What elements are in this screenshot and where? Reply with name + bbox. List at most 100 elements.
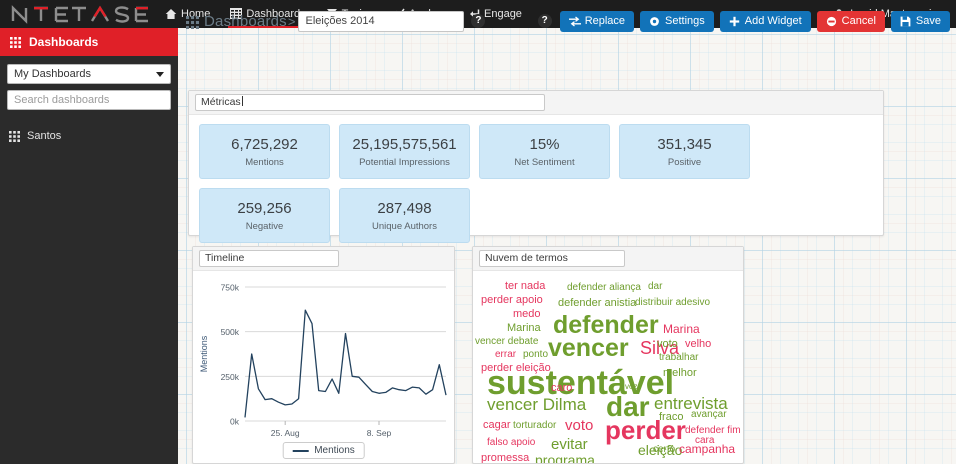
wordcloud-term[interactable]: voto xyxy=(565,417,594,434)
metric-value: 15% xyxy=(529,136,560,153)
wordcloud-term[interactable]: eleição xyxy=(638,442,683,458)
help-icon[interactable]: ? xyxy=(471,14,486,28)
plus-icon xyxy=(729,16,740,27)
wordcloud-term[interactable]: caro xyxy=(551,382,573,394)
svg-text:Mentions: Mentions xyxy=(199,335,209,372)
wordcloud-term[interactable]: dar xyxy=(648,281,663,292)
wordcloud-term[interactable]: avançar xyxy=(691,409,727,420)
breadcrumb-dashboards-link[interactable]: Dashboards xyxy=(204,12,287,30)
timeline-title-input[interactable]: Timeline xyxy=(199,250,339,267)
sidebar-item-santos[interactable]: Santos xyxy=(7,126,171,146)
metrics-title-input[interactable]: Métricas xyxy=(195,94,545,111)
wordcloud-term[interactable]: vencer xyxy=(548,334,629,362)
chart-legend[interactable]: Mentions xyxy=(282,442,365,459)
wordcloud-term[interactable]: vencer debate xyxy=(475,336,539,347)
wordcloud-term[interactable]: campanha xyxy=(679,442,736,456)
wordcloud-term[interactable]: perder eleição xyxy=(481,362,551,374)
add-widget-button-label: Add Widget xyxy=(744,15,802,27)
cancel-button[interactable]: Cancel xyxy=(816,10,885,32)
metric-value: 6,725,292 xyxy=(231,136,298,153)
wordcloud-term[interactable]: ponto xyxy=(523,349,549,360)
wordcloud-term[interactable]: evitar xyxy=(551,436,588,453)
timeline-line-chart[interactable]: 0k 250k 500k 750k 25. Aug 8. Sep Mentions xyxy=(193,271,454,463)
gear-icon xyxy=(649,16,660,27)
wordcloud-term[interactable]: errar xyxy=(495,349,517,360)
wordcloud-term[interactable]: defender xyxy=(553,311,659,339)
wordcloud-term[interactable]: perder xyxy=(605,415,686,445)
svg-text:25. Aug: 25. Aug xyxy=(271,428,300,438)
wordcloud-term[interactable]: defender fim xyxy=(685,425,741,436)
wordcloud-title-input[interactable]: Nuvem de termos xyxy=(479,250,625,267)
wordcloud-term[interactable]: Marina xyxy=(507,322,541,334)
wordcloud-widget: Nuvem de termos sustentável defender vence… xyxy=(472,246,744,464)
metric-label: Negative xyxy=(245,221,284,232)
wordcloud-term[interactable]: vencer Dilma xyxy=(487,395,587,414)
wordcloud-term[interactable]: ter nada xyxy=(505,280,546,292)
metric-tile[interactable]: 6,725,292 Mentions xyxy=(199,124,330,179)
replace-button[interactable]: Replace xyxy=(559,10,635,32)
wordcloud-term[interactable]: certo xyxy=(653,444,676,455)
dashboard-title-input[interactable]: Eleições 2014 xyxy=(298,10,465,32)
wordcloud-term[interactable]: trabalhar xyxy=(659,352,699,363)
wordcloud-term[interactable]: voto xyxy=(657,338,678,350)
wordcloud-term[interactable]: Marina xyxy=(663,322,700,336)
netbase-logo[interactable] xyxy=(0,0,155,28)
wordcloud-term[interactable]: falso apoio xyxy=(487,437,536,448)
svg-text:250k: 250k xyxy=(221,372,240,382)
settings-button[interactable]: Settings xyxy=(640,10,714,32)
metric-value: 287,498 xyxy=(377,200,432,217)
wordcloud-term[interactable]: dar xyxy=(606,391,650,422)
nav-item-dashboards[interactable]: Dashboards xyxy=(220,0,315,28)
wordcloud-term[interactable]: velho xyxy=(685,338,712,350)
dashboard-title-value: Eleições 2014 xyxy=(305,14,375,27)
wordcloud-term[interactable]: fraco xyxy=(659,411,684,423)
dashboards-scope-select[interactable]: My Dashboards xyxy=(7,64,171,84)
toolbar-buttons: ? Replace Settings xyxy=(531,10,950,32)
metric-value: 351,345 xyxy=(657,136,712,153)
chevron-down-icon xyxy=(156,72,164,77)
nav-item-label: Dashboards xyxy=(246,8,306,20)
wordcloud-term[interactable]: distribuir adesivo xyxy=(635,297,711,308)
wordcloud-term[interactable]: promessa xyxy=(481,452,530,464)
wordcloud-term[interactable]: defender anistia xyxy=(558,297,637,309)
help-icon[interactable]: ? xyxy=(537,14,552,28)
timeline-widget-titlebar: Timeline xyxy=(193,247,454,271)
legend-swatch xyxy=(292,449,309,452)
wordcloud-term[interactable]: torturador xyxy=(513,420,557,431)
metrics-title-value: Métricas xyxy=(201,96,241,108)
search-dashboards-input[interactable]: Search dashboards xyxy=(7,90,171,110)
wordcloud-term[interactable]: defender aliança xyxy=(567,282,641,293)
wordcloud-term[interactable]: entrevista xyxy=(654,394,728,413)
metric-value: 259,256 xyxy=(237,200,292,217)
metric-label: Positive xyxy=(667,157,702,168)
add-widget-button[interactable]: Add Widget xyxy=(719,10,811,32)
wordcloud-term[interactable]: programa xyxy=(535,452,595,463)
wordcloud-term[interactable]: cagar xyxy=(483,419,511,431)
timeline-chart-body: 0k 250k 500k 750k 25. Aug 8. Sep Mentions Ment… xyxy=(193,271,454,463)
wordcloud-term[interactable]: perder apoio xyxy=(481,294,543,306)
svg-text:8. Sep: 8. Sep xyxy=(367,428,392,438)
wordcloud-term[interactable]: medo xyxy=(513,308,541,320)
wordcloud-term[interactable]: Silva xyxy=(640,338,680,358)
metric-tile[interactable]: 259,256 Negative xyxy=(199,188,330,243)
wordcloud-term[interactable]: voz xyxy=(625,382,638,391)
dashboard-toolbar: Dashboards > Eleições 2014 ? ? Replace S… xyxy=(186,8,950,34)
legend-label: Mentions xyxy=(314,445,355,456)
metric-tile[interactable]: 351,345 Positive xyxy=(619,124,750,179)
dashboards-scope-value: My Dashboards xyxy=(14,68,92,80)
cancel-circle-icon xyxy=(826,16,837,27)
replace-button-label: Replace xyxy=(584,15,626,27)
metric-tile[interactable]: 25,195,575,561 Potential Impressions xyxy=(339,124,470,179)
timeline-title-value: Timeline xyxy=(205,252,245,264)
metric-label: Unique Authors xyxy=(372,221,437,232)
wordcloud-term[interactable]: sustentável xyxy=(487,364,675,402)
svg-text:500k: 500k xyxy=(221,327,240,337)
settings-button-label: Settings xyxy=(665,15,705,27)
wordcloud-term[interactable]: melhor xyxy=(663,367,697,379)
wordcloud-term[interactable]: cara xyxy=(695,435,715,446)
wordcloud-widget-titlebar: Nuvem de termos xyxy=(473,247,743,271)
metric-tile[interactable]: 287,498 Unique Authors xyxy=(339,188,470,243)
save-button[interactable]: Save xyxy=(890,10,950,32)
wordcloud-body[interactable]: sustentável defender vencer dar perder vencer… xyxy=(473,271,743,464)
metric-tile[interactable]: 15% Net Sentiment xyxy=(479,124,610,179)
